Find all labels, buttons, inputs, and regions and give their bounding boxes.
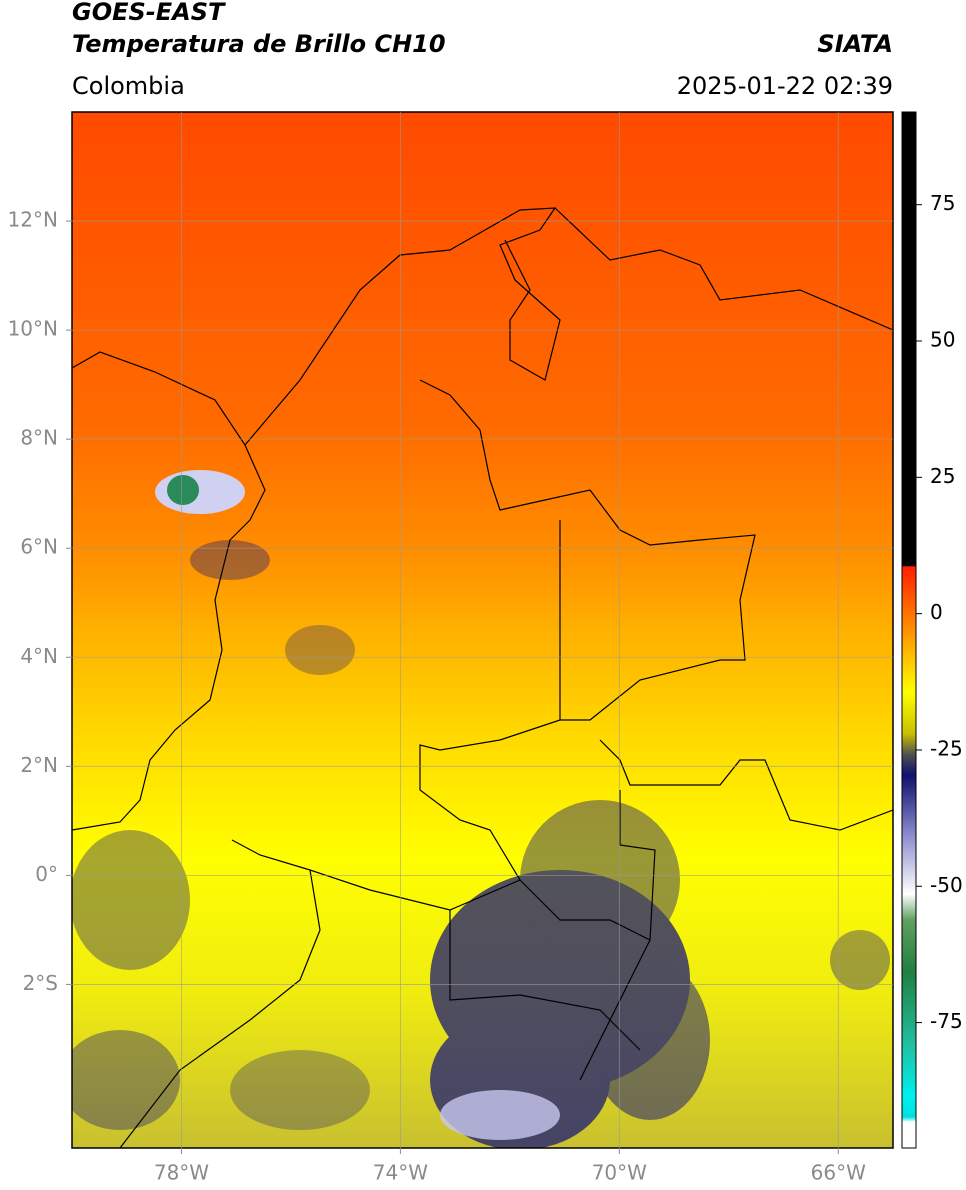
y-tick-label: 2°N: [20, 753, 58, 777]
region: Colombia: [72, 72, 185, 100]
map-frame: [71, 111, 894, 1149]
colorbar-tick-label: -25: [930, 736, 963, 760]
colorbar-tick-label: -75: [930, 1009, 963, 1033]
cold-core: [167, 475, 199, 505]
y-tick-label: 12°N: [8, 208, 58, 232]
datetime: 2025-01-22 02:39: [677, 72, 893, 100]
country-borders: [72, 207, 893, 1148]
colorbar: [901, 111, 917, 1149]
title: GOES-EAST: [72, 0, 226, 26]
colorbar-tick-label: -50: [930, 873, 963, 897]
y-tick-label: 4°N: [20, 644, 58, 668]
y-tick-label: 8°N: [20, 426, 58, 450]
map-image: [72, 112, 893, 1148]
x-tick-label: 70°W: [592, 1161, 647, 1185]
y-tick-label: 2°S: [23, 971, 58, 995]
colorbar-tick-label: 50: [930, 328, 955, 352]
y-tick-label: 0°: [35, 862, 58, 886]
source: SIATA: [817, 30, 893, 58]
y-tick-label: 6°N: [20, 535, 58, 559]
x-tick-label: 74°W: [373, 1161, 428, 1185]
cloud-top: [440, 1090, 560, 1140]
y-tick-label: 10°N: [8, 317, 58, 341]
x-tick-label: 78°W: [154, 1161, 209, 1185]
subtitle: Temperatura de Brillo CH10: [72, 30, 446, 58]
colorbar-tick-label: 0: [930, 600, 943, 624]
x-tick-label: 66°W: [811, 1161, 866, 1185]
colorbar-tick-label: 75: [930, 191, 955, 215]
colorbar-tick-label: 25: [930, 464, 955, 488]
